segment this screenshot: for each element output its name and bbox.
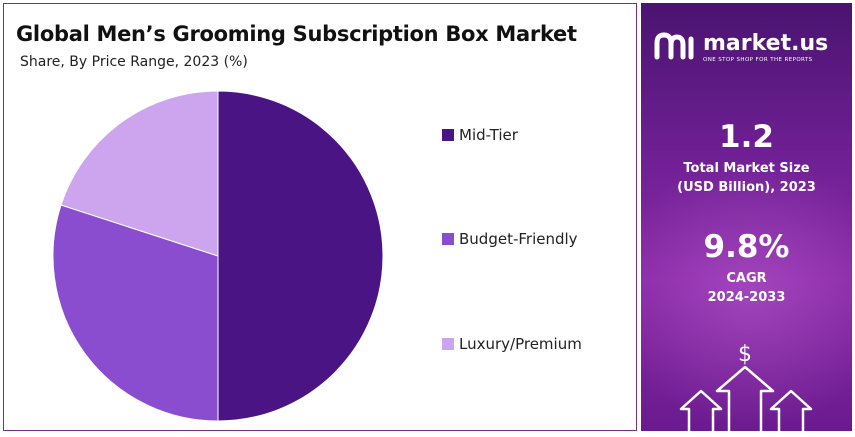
cagr-period: 2024-2033	[707, 290, 786, 305]
legend-label: Mid-Tier	[459, 126, 518, 144]
cagr-value: 9.8%	[703, 229, 790, 265]
legend-label: Budget-Friendly	[459, 230, 578, 248]
legend-swatch	[442, 233, 454, 245]
pie-slice-budget-friendly	[52, 204, 219, 422]
legend-item-mid-tier: Mid-Tier	[442, 126, 518, 144]
market-us-logo-icon	[654, 32, 694, 60]
dollar-icon: $	[738, 342, 752, 367]
legend-swatch	[442, 338, 454, 350]
chart-card: Global Men’s Grooming Subscription Box M…	[3, 3, 637, 431]
cagr-stat: 9.8% CAGR 2024-2033	[641, 225, 852, 307]
pie-slice-mid-tier	[217, 90, 384, 422]
chart-legend: Mid-Tier Budget-Friendly Luxury/Premium	[442, 4, 632, 432]
pie-slice-luxury-premium	[60, 90, 219, 257]
market-size-stat: 1.2 Total Market Size (USD Billion), 202…	[641, 115, 852, 197]
cagr-label: CAGR	[726, 271, 767, 286]
legend-swatch	[442, 129, 454, 141]
chart-title: Global Men’s Grooming Subscription Box M…	[16, 22, 577, 46]
brand-name: market.us	[703, 31, 829, 56]
market-size-value: 1.2	[719, 119, 774, 155]
legend-label: Luxury/Premium	[459, 335, 582, 353]
pie-chart	[52, 90, 384, 422]
brand-tagline: ONE STOP SHOP FOR THE REPORTS	[703, 57, 813, 63]
chart-subtitle: Share, By Price Range, 2023 (%)	[20, 54, 248, 70]
market-size-label-unit: (USD Billion), 2023	[677, 180, 816, 195]
legend-item-luxury-premium: Luxury/Premium	[442, 335, 582, 353]
stats-panel: market.us ONE STOP SHOP FOR THE REPORTS …	[641, 3, 852, 431]
market-size-label: Total Market Size	[683, 161, 810, 176]
brand-logo: market.us ONE STOP SHOP FOR THE REPORTS	[653, 31, 843, 71]
growth-arrows-icon: $	[679, 342, 813, 431]
legend-item-budget-friendly: Budget-Friendly	[442, 230, 578, 248]
